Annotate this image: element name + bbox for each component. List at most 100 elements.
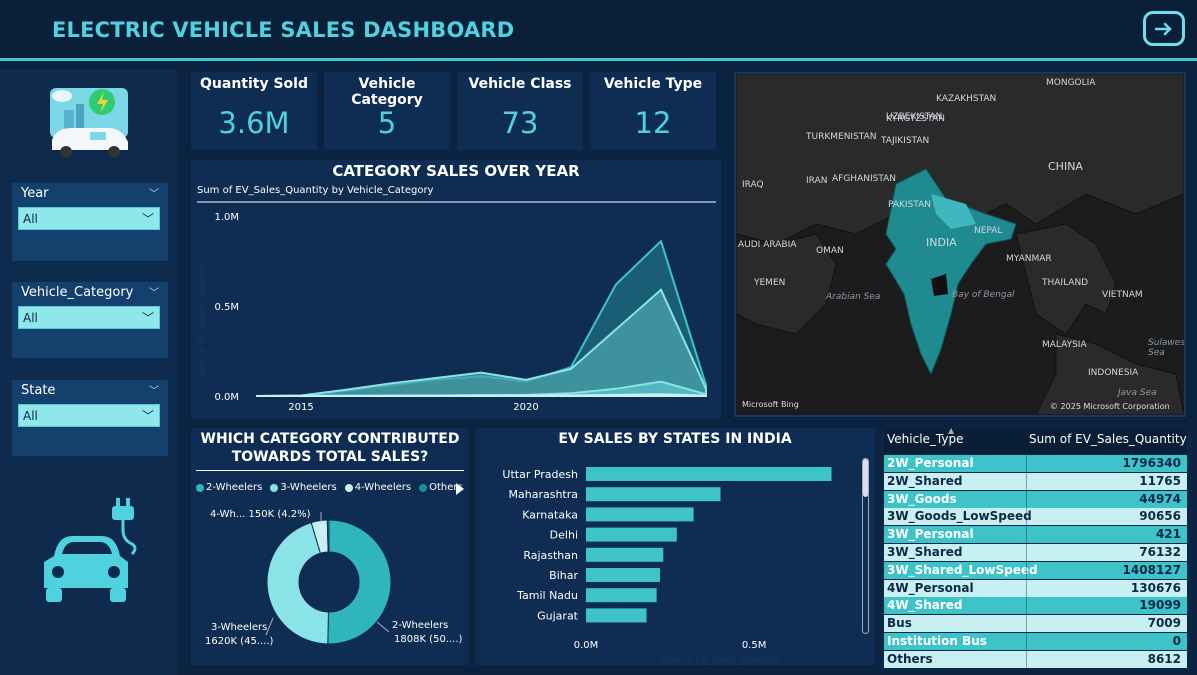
- legend-dot-icon: [344, 483, 353, 492]
- state-dropdown[interactable]: All ﹀: [18, 404, 160, 427]
- map-label: MYANMAR: [1006, 254, 1052, 264]
- table-row[interactable]: 3W_Personal 421: [884, 526, 1187, 544]
- table-header-label: Sum of EV_Sales_Quantity: [1029, 432, 1187, 446]
- y-tick-label: 0.0M: [214, 392, 239, 403]
- table-row[interactable]: 3W_Goods_LowSpeed 90656: [884, 508, 1187, 526]
- bar-category-label: Maharashtra: [509, 488, 579, 501]
- map-label: Sulawesi Sea: [1148, 338, 1186, 358]
- vehicle-category-dropdown[interactable]: All ﹀: [18, 306, 160, 329]
- map-label: Java Sea: [1118, 388, 1157, 398]
- bar-category-label: Tamil Nadu: [516, 589, 578, 602]
- x-tick-label: 2015: [288, 402, 313, 413]
- kpi-vehicle-class: Vehicle Class 73: [457, 72, 583, 150]
- table-row[interactable]: 4W_Shared 19099: [884, 597, 1187, 615]
- map-label: TAJIKISTAN: [881, 136, 930, 146]
- category-sales-subtitle: Sum of EV_Sales_Quantity by Vehicle_Cate…: [197, 185, 434, 196]
- map-canvas: [736, 74, 1184, 415]
- bar-chart-scrollbar[interactable]: [862, 458, 869, 634]
- table-cell-type: 2W_Personal: [887, 456, 974, 470]
- donut-slice-3[interactable]: [326, 519, 330, 553]
- bar-6[interactable]: [586, 588, 657, 603]
- electric-car-plug-icon: [44, 498, 137, 602]
- ev-charging-illustration-icon: [50, 88, 128, 158]
- donut-label-3w-name: 3-Wheelers: [211, 622, 268, 633]
- bar-1[interactable]: [586, 487, 721, 502]
- map-label: KYRGYZSTAN: [886, 114, 945, 124]
- category-sales-area-chart[interactable]: 0.0M 0.5M 1.0M Sum of EV_Sales_Quantity 2015…: [191, 160, 721, 419]
- table-cell-quantity: 44974: [1139, 491, 1181, 506]
- bar-2[interactable]: [586, 507, 694, 522]
- year-dropdown[interactable]: All ﹀: [18, 207, 160, 230]
- legend-next-icon[interactable]: [455, 482, 465, 496]
- donut-label-2w-value: 1808K (50....): [394, 634, 463, 645]
- dashboard-title: ELECTRIC VEHICLE SALES DASHBOARD: [52, 18, 515, 42]
- map-label: NEPAL: [974, 226, 1003, 236]
- map-label: INDIA: [926, 236, 957, 249]
- year-slicer-label: Year: [21, 186, 49, 201]
- table-row[interactable]: Bus 7009: [884, 615, 1187, 633]
- table-cell-quantity: 76132: [1139, 545, 1181, 559]
- bar-3[interactable]: [586, 527, 677, 542]
- table-row[interactable]: 2W_Personal 1796340: [884, 455, 1187, 472]
- legend-item[interactable]: Others: [419, 482, 463, 493]
- legend-item[interactable]: 3-Wheelers: [270, 482, 337, 493]
- legend-dot-icon: [196, 483, 204, 492]
- chevron-down-icon[interactable]: ﹀: [149, 288, 159, 299]
- kpi-value: 12: [634, 106, 672, 140]
- table-cell-quantity: 0: [1172, 634, 1181, 648]
- year-slicer: Year ﹀ All ﹀: [12, 183, 168, 261]
- table-cell-type: 3W_Shared_LowSpeed: [887, 562, 1038, 577]
- donut-divider: [196, 470, 464, 471]
- bar-7[interactable]: [586, 608, 647, 623]
- category-donut-chart[interactable]: [191, 500, 469, 665]
- map-label: MONGOLIA: [1046, 78, 1096, 88]
- table-header-quantity[interactable]: Sum of EV_Sales_Quantity: [1026, 430, 1187, 454]
- table-row[interactable]: 3W_Shared_LowSpeed 1408127: [884, 561, 1187, 579]
- donut-legend[interactable]: 2-Wheelers 3-Wheelers 4-Wheelers Others: [196, 482, 463, 493]
- table-row[interactable]: 2W_Shared 11765: [884, 472, 1187, 490]
- legend-item[interactable]: 4-Wheelers: [344, 482, 412, 493]
- bar-5[interactable]: [586, 568, 660, 582]
- chevron-down-icon[interactable]: ﹀: [149, 386, 159, 397]
- table-row[interactable]: 4W_Personal 130676: [884, 579, 1187, 597]
- bar-category-label: Delhi: [550, 529, 578, 542]
- table-row[interactable]: Others 8612: [884, 650, 1187, 668]
- table-row[interactable]: 3W_Shared 76132: [884, 544, 1187, 561]
- india-map[interactable]: MONGOLIA KAZAKHSTAN UZBEKISTAN KYRGYZSTAN TU…: [734, 72, 1186, 417]
- donut-slice-0[interactable]: [327, 519, 392, 645]
- legend-label: 3-Wheelers: [280, 482, 337, 493]
- kpi-quantity-sold: Quantity Sold 3.6M: [191, 72, 317, 150]
- table-cell-type: 2W_Shared: [887, 473, 963, 488]
- kpi-vehicle-category: Vehicle Category 5: [324, 72, 450, 150]
- map-copyright: © 2025 Microsoft Corporation: [1050, 402, 1170, 411]
- map-label: Arabian Sea: [826, 292, 881, 302]
- state-sales-bar-chart[interactable]: Uttar Pradesh Maharashtra Karnataka Delhi Ra…: [475, 428, 875, 665]
- bar-4[interactable]: [586, 547, 664, 562]
- leader-line: [376, 621, 390, 633]
- navigate-button[interactable]: [1143, 11, 1185, 46]
- table-cell-quantity: 8612: [1147, 651, 1181, 666]
- table-header-type[interactable]: Vehicle_Type ▲: [884, 426, 1026, 454]
- bar-0[interactable]: [586, 467, 832, 481]
- area-series-3[interactable]: [256, 393, 707, 397]
- table-cell-quantity: 421: [1155, 527, 1181, 542]
- leader-line: [265, 617, 274, 636]
- legend-item[interactable]: 2-Wheelers: [196, 482, 262, 493]
- map-label: CHINA: [1048, 160, 1083, 173]
- chevron-down-icon[interactable]: ﹀: [149, 189, 159, 200]
- legend-label: Others: [429, 482, 463, 493]
- bar-category-label: Rajasthan: [523, 549, 578, 562]
- map-label: TURKMENISTAN: [806, 132, 877, 142]
- legend-label: 4-Wheelers: [354, 482, 412, 493]
- legend-label: 2-Wheelers: [206, 482, 263, 493]
- year-dropdown-value: All: [23, 212, 38, 226]
- area-series-1[interactable]: [255, 288, 707, 397]
- table-row[interactable]: 3W_Goods 44974: [884, 490, 1187, 508]
- map-label: MALAYSIA: [1042, 340, 1087, 350]
- bing-attribution: Microsoft Bing: [742, 400, 799, 409]
- table-cell-quantity: 1408127: [1122, 562, 1181, 577]
- donut-slice-1[interactable]: [266, 521, 329, 645]
- scrollbar-thumb[interactable]: [863, 459, 868, 497]
- table-row[interactable]: Institution Bus 0: [884, 633, 1187, 650]
- vehicle-type-table: Vehicle_Type ▲ Sum of EV_Sales_Quantity …: [881, 426, 1191, 670]
